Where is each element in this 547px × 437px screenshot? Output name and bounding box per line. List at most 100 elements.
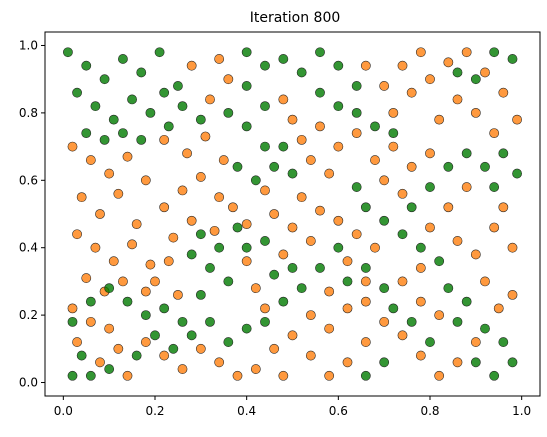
scatter-point-series0 (159, 202, 170, 213)
points-layer (63, 47, 522, 381)
scatter-point-series1 (118, 128, 128, 139)
scatter-point-series1 (173, 81, 183, 91)
scatter-point-series0 (397, 188, 408, 199)
y-tick-label: 0.8 (19, 106, 38, 120)
scatter-point-series1 (136, 67, 147, 78)
scatter-point-series0 (260, 185, 270, 196)
scatter-point-series1 (177, 101, 188, 112)
scatter-point-series1 (163, 121, 174, 132)
scatter-point-series0 (287, 330, 298, 341)
scatter-point-series0 (388, 107, 399, 118)
scatter-point-series0 (214, 54, 225, 64)
scatter-point-series0 (228, 202, 238, 213)
scatter-point-series0 (415, 263, 426, 273)
scatter-point-series1 (296, 283, 307, 294)
scatter-point-series0 (324, 370, 335, 381)
scatter-point-series0 (512, 114, 522, 125)
scatter-point-series1 (296, 67, 307, 78)
scatter-point-series1 (388, 303, 399, 314)
scatter-point-series0 (406, 87, 417, 98)
scatter-point-series0 (159, 134, 170, 145)
scatter-point-series1 (136, 134, 147, 145)
scatter-point-series1 (186, 249, 197, 260)
scatter-point-series0 (434, 310, 445, 321)
scatter-point-series0 (81, 273, 92, 283)
scatter-point-series1 (470, 357, 481, 368)
scatter-point-series0 (470, 249, 481, 260)
scatter-point-series0 (85, 316, 96, 327)
scatter-point-series1 (67, 316, 78, 327)
scatter-point-series0 (241, 219, 252, 230)
scatter-point-series0 (434, 114, 445, 125)
scatter-point-series1 (159, 87, 170, 98)
scatter-point-series1 (470, 74, 481, 85)
scatter-point-series0 (470, 337, 481, 347)
scatter-point-series0 (85, 155, 96, 165)
y-tick-label: 0.0 (19, 376, 38, 390)
scatter-point-series1 (315, 47, 325, 58)
scatter-point-series1 (333, 60, 344, 71)
scatter-point-series0 (351, 229, 362, 240)
scatter-point-series0 (205, 94, 215, 105)
scatter-point-series0 (140, 175, 151, 186)
scatter-point-series1 (360, 202, 371, 213)
scatter-point-series1 (287, 168, 298, 179)
scatter-point-series1 (250, 175, 261, 186)
scatter-point-series0 (415, 47, 426, 58)
scatter-point-series0 (218, 155, 229, 165)
scatter-point-series0 (67, 303, 78, 314)
scatter-point-series1 (512, 168, 522, 179)
scatter-point-series0 (90, 242, 101, 253)
scatter-point-series1 (85, 296, 96, 307)
scatter-point-series1 (241, 242, 252, 253)
scatter-point-series0 (209, 225, 220, 236)
scatter-point-series1 (131, 350, 142, 361)
scatter-point-series0 (461, 47, 472, 58)
scatter-point-series0 (150, 276, 160, 287)
scatter-point-series1 (498, 148, 509, 159)
scatter-point-series1 (177, 316, 188, 327)
scatter-point-series1 (452, 316, 463, 327)
scatter-point-series0 (360, 276, 371, 287)
scatter-point-series1 (241, 121, 252, 132)
scatter-point-series0 (186, 60, 197, 71)
scatter-point-series0 (370, 155, 380, 165)
scatter-point-series0 (315, 121, 325, 132)
x-tick-label: 0.2 (145, 404, 164, 418)
scatter-point-series0 (232, 370, 243, 381)
scatter-point-series1 (214, 242, 225, 253)
x-tick-label: 0.8 (420, 404, 439, 418)
scatter-point-series1 (99, 74, 110, 85)
scatter-point-series1 (90, 101, 101, 112)
scatter-point-series1 (287, 263, 298, 273)
scatter-point-series0 (507, 242, 518, 253)
scatter-point-series1 (452, 67, 463, 78)
scatter-point-series1 (406, 202, 417, 213)
scatter-point-series1 (278, 141, 289, 152)
scatter-point-series0 (480, 276, 490, 287)
scatter-point-series1 (507, 54, 518, 64)
scatter-point-series0 (397, 276, 408, 287)
scatter-point-series0 (452, 236, 463, 246)
scatter-point-series0 (241, 256, 252, 267)
scatter-point-series1 (72, 87, 82, 98)
scatter-point-series1 (351, 107, 362, 118)
scatter-point-series1 (489, 182, 500, 192)
scatter-point-series1 (232, 222, 243, 233)
scatter-point-series1 (81, 128, 92, 139)
scatter-point-series0 (104, 168, 115, 179)
scatter-point-series1 (241, 47, 252, 58)
scatter-point-series0 (168, 232, 179, 243)
scatter-point-series0 (296, 192, 307, 203)
scatter-point-series0 (406, 161, 417, 172)
scatter-point-series0 (200, 131, 211, 142)
scatter-point-series1 (122, 296, 133, 307)
scatter-point-series1 (223, 276, 234, 287)
scatter-point-series0 (351, 128, 362, 139)
scatter-point-series1 (315, 87, 325, 98)
x-tick-label: 0.4 (237, 404, 256, 418)
y-axis: 0.0 0.2 0.4 0.6 0.8 1.0 (19, 38, 45, 390)
scatter-point-series0 (269, 209, 280, 219)
scatter-point-series0 (498, 202, 509, 213)
